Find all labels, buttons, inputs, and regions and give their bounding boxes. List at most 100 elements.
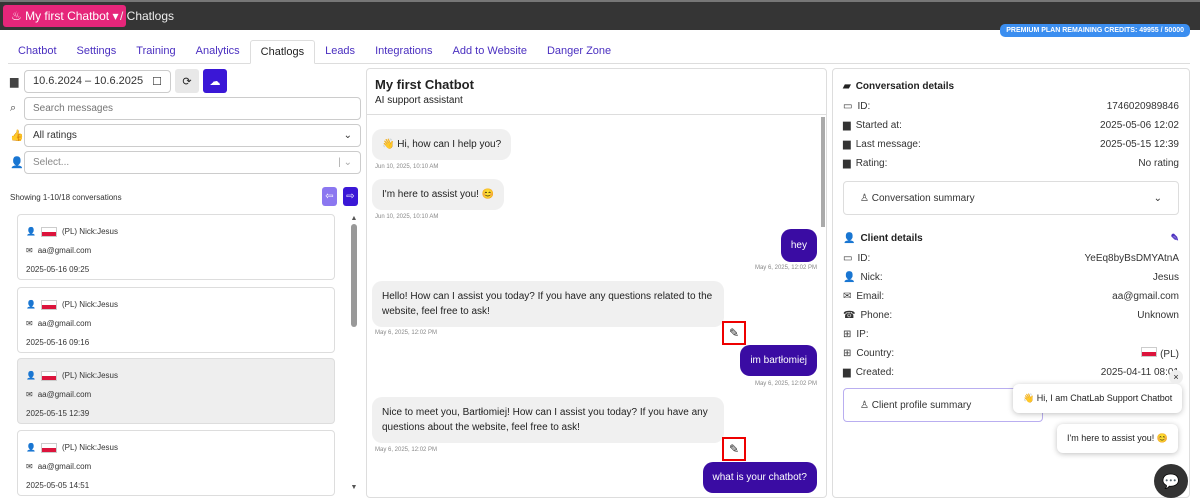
conversation-item[interactable]: 👤 (PL) Nick:Jesus ✉ aa@gmail.com 2025-05-1… (17, 214, 335, 280)
list-scrollbar[interactable]: ▲ ▼ (350, 215, 358, 491)
conversation-email: aa@gmail.com (37, 246, 92, 255)
bot-message: Hello! How can I assist you today? If yo… (372, 281, 724, 327)
poland-flag-icon (40, 299, 57, 310)
chat-subtitle: AI support assistant (375, 95, 463, 106)
summary-label: Client profile summary (871, 399, 972, 411)
user-placeholder: Select... (33, 157, 70, 168)
edit-client-icon[interactable]: ✎ (1170, 232, 1179, 244)
tab-settings[interactable]: Settings (76, 45, 117, 57)
message-time: Jun 10, 2025, 10:10 AM (375, 164, 439, 170)
client-country: (PL) (1160, 349, 1179, 360)
tab-training[interactable]: Training (136, 45, 176, 57)
user-icon: 👤 (843, 232, 856, 244)
user-icon: 👤 (26, 300, 36, 309)
heading-text: Client details (860, 232, 923, 244)
conversation-summary-accordion[interactable]: ♙ Conversation summary ⌄ (843, 181, 1179, 215)
edit-icon: ✎ (728, 442, 740, 456)
conversation-email: aa@gmail.com (37, 390, 92, 399)
chat-scrollbar[interactable] (821, 117, 825, 227)
user-check-icon: 👤 (843, 272, 856, 283)
calendar-icon: ▆ (843, 120, 851, 131)
comment-icon: ▰ (843, 80, 851, 92)
chat-bubbles-icon: 💬 (1162, 473, 1180, 489)
chevron-down-icon: | ⌄ (338, 157, 352, 168)
details-panel: ▰ Conversation details ▭ ID: 1746020989846 … (832, 68, 1190, 498)
next-page-button[interactable]: ⇨ (343, 187, 358, 206)
label: Email: (856, 291, 885, 302)
calendar-button-icon[interactable]: ☐ (152, 75, 162, 88)
poland-flag-icon (40, 370, 57, 381)
chevron-down-icon: ⌄ (1153, 192, 1162, 204)
heading-text: Conversation details (855, 80, 955, 92)
id-card-icon: ▭ (843, 253, 853, 264)
tab-leads[interactable]: Leads (325, 45, 356, 57)
search-input[interactable] (24, 97, 361, 120)
rating-value: All ratings (33, 130, 77, 141)
tab-add-to-website[interactable]: Add to Website (452, 45, 527, 57)
user-outline-icon: ♙ (860, 399, 872, 411)
bot-message: I'm here to assist you! 😊 (372, 179, 505, 210)
calendar-icon: ▆ (843, 139, 851, 150)
chatbot-selector[interactable]: ♨ My first Chatbot ▾ (3, 5, 127, 27)
tab-chatlogs[interactable]: Chatlogs (249, 40, 316, 64)
conversation-date: 2025-05-16 09:16 (26, 338, 90, 347)
id-card-icon: ▭ (843, 101, 853, 112)
conversation-name: (PL) Nick:Jesus (61, 371, 118, 380)
user-message: what is your chatbot? (702, 462, 817, 493)
label: Rating: (855, 158, 888, 169)
tab-danger-zone[interactable]: Danger Zone (546, 45, 612, 57)
poland-flag-icon (1141, 347, 1158, 357)
top-bar: ♨ My first Chatbot ▾ / Chatlogs (0, 0, 1200, 30)
envelope-icon: ✉ (843, 291, 852, 302)
chevron-down-icon: ⌄ (343, 130, 352, 141)
user-icon: 👤 (26, 227, 36, 236)
rating: No rating (1138, 158, 1179, 169)
conversation-date: 2025-05-15 12:39 (26, 409, 90, 418)
network-icon: ⊞ (843, 329, 852, 340)
conversation-name: (PL) Nick:Jesus (61, 443, 118, 452)
scrollbar-thumb[interactable] (351, 224, 357, 327)
credits-badge: PREMIUM PLAN REMAINING CREDITS: 49955 / … (1000, 24, 1190, 37)
user-icon: 👤 (26, 443, 36, 452)
conversation-name: (PL) Nick:Jesus (61, 300, 118, 309)
chat-panel: My first Chatbot AI support assistant 👋 … (366, 68, 827, 498)
conversation-details-heading: ▰ Conversation details (843, 79, 1179, 93)
refresh-button[interactable]: ⟳ (175, 69, 199, 93)
widget-greeting[interactable]: 👋 Hi, I am ChatLab Support Chatbot (1013, 384, 1183, 413)
phone-icon: ☎ (843, 310, 856, 321)
user-icon: 👤 (26, 371, 36, 380)
bot-icon: ♨ (11, 9, 26, 23)
user-select[interactable]: Select... | ⌄ (24, 151, 361, 174)
conversation-email: aa@gmail.com (37, 319, 92, 328)
tab-integrations[interactable]: Integrations (375, 45, 433, 57)
user-message: im bartłomiej (740, 345, 817, 376)
network-icon: ⊞ (843, 348, 852, 359)
conversation-item[interactable]: 👤 (PL) Nick:Jesus ✉ aa@gmail.com 2025-05-1… (17, 287, 335, 353)
started-at: 2025-05-06 12:02 (1100, 120, 1179, 131)
tab-analytics[interactable]: Analytics (195, 45, 240, 57)
bot-message: Nice to meet you, Bartłomiej! How can I … (372, 397, 724, 443)
prev-page-button[interactable]: ⇦ (322, 187, 337, 206)
label: Phone: (860, 310, 893, 321)
message-time: Jun 10, 2025, 10:10 AM (375, 214, 439, 220)
message-time: May 6, 2025, 12:02 PM (375, 447, 438, 453)
chat-widget-launcher[interactable]: 💬 (1154, 464, 1188, 498)
user-icon: 👤 (10, 157, 24, 169)
label: IP: (856, 329, 869, 340)
envelope-icon: ✉ (26, 319, 33, 328)
conversation-item-selected[interactable]: 👤 (PL) Nick:Jesus ✉ aa@gmail.com 2025-05-1… (17, 358, 335, 424)
edit-response-button[interactable]: ✎ (722, 321, 746, 345)
tab-chatbot[interactable]: Chatbot (18, 45, 57, 57)
conversation-name: (PL) Nick:Jesus (61, 227, 118, 236)
conversation-date: 2025-05-16 09:25 (26, 265, 90, 274)
date-range-picker[interactable]: 10.6.2024 – 10.6.2025 ☐ (24, 69, 171, 93)
label: Nick: (860, 272, 883, 283)
last-message: 2025-05-15 12:39 (1100, 139, 1179, 150)
conversation-item[interactable]: 👤 (PL) Nick:Jesus ✉ aa@gmail.com 2025-05-0… (17, 430, 335, 496)
download-button[interactable]: ☁ (203, 69, 227, 93)
close-widget-button[interactable]: × (1169, 370, 1183, 384)
user-message: hey (780, 229, 817, 262)
envelope-icon: ✉ (26, 246, 33, 255)
edit-response-button[interactable]: ✎ (722, 437, 746, 461)
rating-select[interactable]: All ratings ⌄ (24, 124, 361, 147)
